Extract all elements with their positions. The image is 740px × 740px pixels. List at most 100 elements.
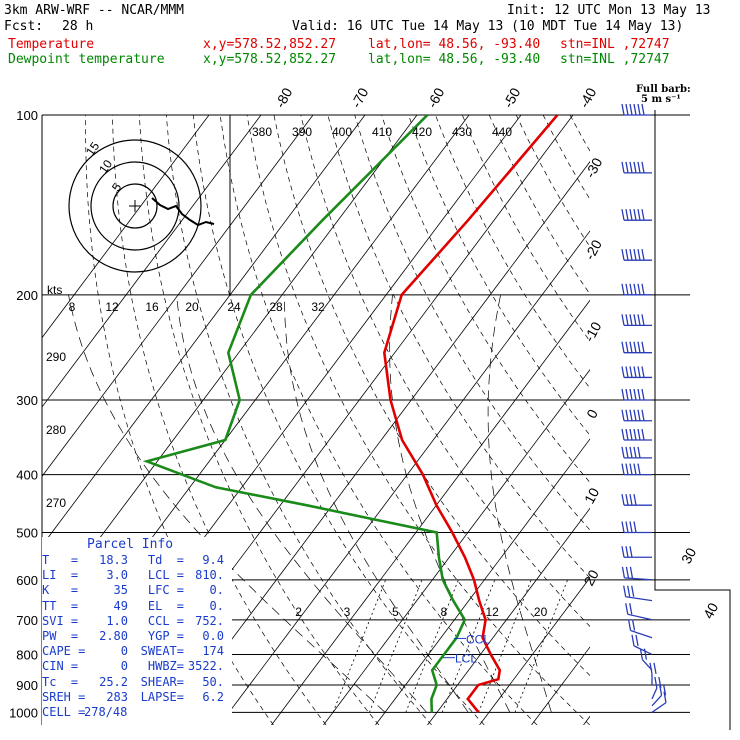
dewpoint-station: stn=INL ,72747 [560, 52, 670, 67]
wind-barb-flag [621, 249, 625, 261]
parcel-info-rows: T = 18.3 Td = 9.4 LI = 3.0 LCL = 810. K = 35 LFC =… [42, 553, 232, 720]
wind-barb-flag [631, 634, 635, 646]
hodograph-speed-tick: 16 [145, 300, 159, 314]
wind-barb-flag [629, 446, 633, 459]
wind-barb-flag [621, 428, 625, 441]
pressure-tick-label: 200 [16, 288, 38, 303]
wind-barb-flag [625, 463, 629, 475]
ccl-label: CCL [466, 632, 490, 646]
wind-barb-flag [641, 103, 645, 116]
pressure-tick-label: 400 [16, 468, 38, 483]
wind-barb-flag [631, 585, 635, 597]
hodograph-speed-tick: 32 [311, 300, 325, 314]
parcel-field-value: 9.4 [202, 553, 224, 567]
wind-barb-flag [625, 103, 629, 116]
isotherm-label: -20 [581, 237, 605, 263]
wind-barb-flag [625, 446, 629, 459]
dry-adiabat-line [219, 115, 538, 725]
wind-barb-flag [637, 283, 641, 295]
wind-barb-flag [621, 314, 625, 326]
dry-adiabat-line [542, 115, 590, 201]
wind-barb-flag [629, 388, 633, 401]
parcel-info-row: LI = 3.0 LCL = 810. [42, 568, 232, 583]
parcel-info-row: SVI = 1.0 CCL = 752. [42, 614, 232, 629]
wind-barb-flag [621, 388, 625, 401]
wind-barb-flag [621, 463, 625, 475]
wind-barb-flag [629, 209, 633, 221]
wind-barb-flag [629, 366, 633, 378]
theta-left-label: 270 [46, 496, 66, 510]
wind-barb-flag [629, 546, 633, 558]
isotherm-label: -30 [582, 155, 606, 181]
theta-left-label: 290 [46, 350, 66, 364]
sounding-traces [142, 115, 559, 714]
wind-barb-flag [641, 283, 645, 295]
wind-barb-flag [629, 103, 633, 116]
dewpoint-xy: x,y=578.52,852.27 [203, 52, 337, 67]
isotherm-line [636, 115, 740, 725]
parcel-info-row: TT = 49 EL = 0. [42, 599, 232, 614]
parcel-field-name: Tc = [42, 674, 79, 689]
dry-adiabat-line [246, 115, 590, 725]
wind-barb-flag [641, 341, 645, 353]
temperature-latlon: lat,lon= 48.56, -93.40 [368, 37, 541, 52]
valid-time: Valid: 16 UTC Tue 14 May 13 (10 MDT Tue … [292, 19, 684, 34]
isotherm-line [271, 299, 590, 725]
wind-barb [621, 388, 652, 401]
wind-barb [625, 603, 653, 621]
isotherm-line [42, 115, 418, 616]
theta-label: 380 [252, 125, 272, 139]
parcel-field-value: 278/48 [84, 704, 128, 719]
parcel-info-row: K = 35 LFC = 0. [42, 583, 232, 598]
parcel-field-name: HWBZ= [147, 659, 184, 674]
isotherm-label: -10 [581, 319, 605, 345]
lcl-label: LCL [455, 652, 477, 666]
wind-barb-flag [637, 103, 641, 116]
wind-barb-flag [633, 341, 637, 353]
wind-barb-flag [625, 283, 629, 295]
wind-barb-flag [641, 409, 645, 421]
wind-barb-flag [649, 662, 653, 674]
hodograph-speed-tick: 12 [105, 300, 119, 314]
parcel-info-row: CELL =278/48 [42, 705, 232, 720]
hodograph-ring [68, 139, 202, 273]
dry-adiabat-line [678, 115, 740, 725]
wind-barb-flag [631, 619, 636, 631]
wind-barb-flag [633, 446, 637, 459]
mixing-ratio-line [405, 579, 459, 713]
isotherm-line [42, 115, 314, 478]
wind-barb-flag [625, 428, 629, 441]
wind-barb-flag [637, 463, 641, 475]
wind-barb-flag [625, 341, 629, 353]
wind-barb-flag [625, 388, 629, 401]
wind-barb-flag [653, 662, 657, 674]
isotherm-line [479, 577, 590, 725]
wind-barb-flag [625, 546, 629, 558]
wind-barb-flag [639, 648, 644, 660]
parcel-field-name: PW = [42, 628, 79, 643]
wind-barb-flag [633, 428, 637, 441]
parcel-field-value: 2.80 [99, 628, 128, 643]
wind-barb-flag [643, 648, 648, 660]
wind-barb-flag [633, 249, 637, 261]
wind-barb-flag [633, 103, 637, 116]
pressure-tick-label: 600 [16, 573, 38, 588]
wind-barb-flag [641, 209, 645, 221]
wind-barbs [621, 103, 731, 730]
wind-barb-flag [633, 494, 637, 506]
parcel-field-value: 174 [202, 644, 224, 659]
wind-barb [631, 634, 653, 656]
parcel-field-value: 3522. [187, 659, 224, 674]
wind-barb [621, 249, 652, 261]
wind-barb-staff [625, 596, 653, 602]
theta-label: 440 [492, 125, 512, 139]
wind-barb-flag [625, 603, 629, 615]
wind-barb [649, 662, 657, 686]
hodograph-speed-tick: 8 [69, 300, 76, 314]
mixing-ratio-label: 12 [486, 605, 500, 619]
wind-barb [621, 314, 652, 327]
wind-barb-flag [629, 521, 633, 533]
wind-barb-flag [621, 521, 625, 533]
barb-legend-line1: Full barb: [636, 84, 691, 95]
wind-barb-flag [625, 249, 629, 261]
